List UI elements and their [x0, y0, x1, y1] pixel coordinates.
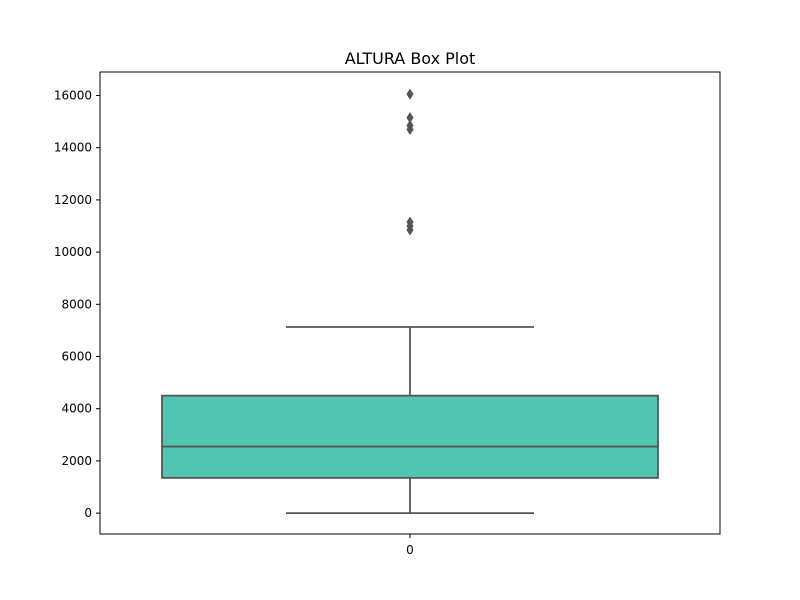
y-tick-label: 4000: [61, 402, 92, 416]
outlier-point: [406, 112, 414, 124]
y-tick-label: 16000: [54, 88, 92, 102]
y-tick-label: 12000: [54, 193, 92, 207]
x-tick-label: 0: [406, 543, 414, 557]
y-axis: 0 2000 4000 6000 8000 10000 12000 14000 16000: [54, 88, 100, 520]
x-axis: 0: [406, 534, 414, 557]
y-tick-label: 0: [84, 506, 92, 520]
chart-title: ALTURA Box Plot: [345, 49, 476, 68]
y-tick-label: 2000: [61, 454, 92, 468]
iqr-box: [161, 394, 659, 479]
plot-area: [161, 88, 659, 515]
box-group: [161, 88, 659, 515]
outlier-point: [406, 216, 414, 228]
y-tick-label: 10000: [54, 245, 92, 259]
outlier-point: [406, 119, 414, 132]
y-tick-label: 14000: [54, 141, 92, 155]
y-tick-label: 6000: [61, 350, 92, 364]
outlier-point: [406, 88, 414, 100]
y-tick-label: 8000: [61, 297, 92, 311]
